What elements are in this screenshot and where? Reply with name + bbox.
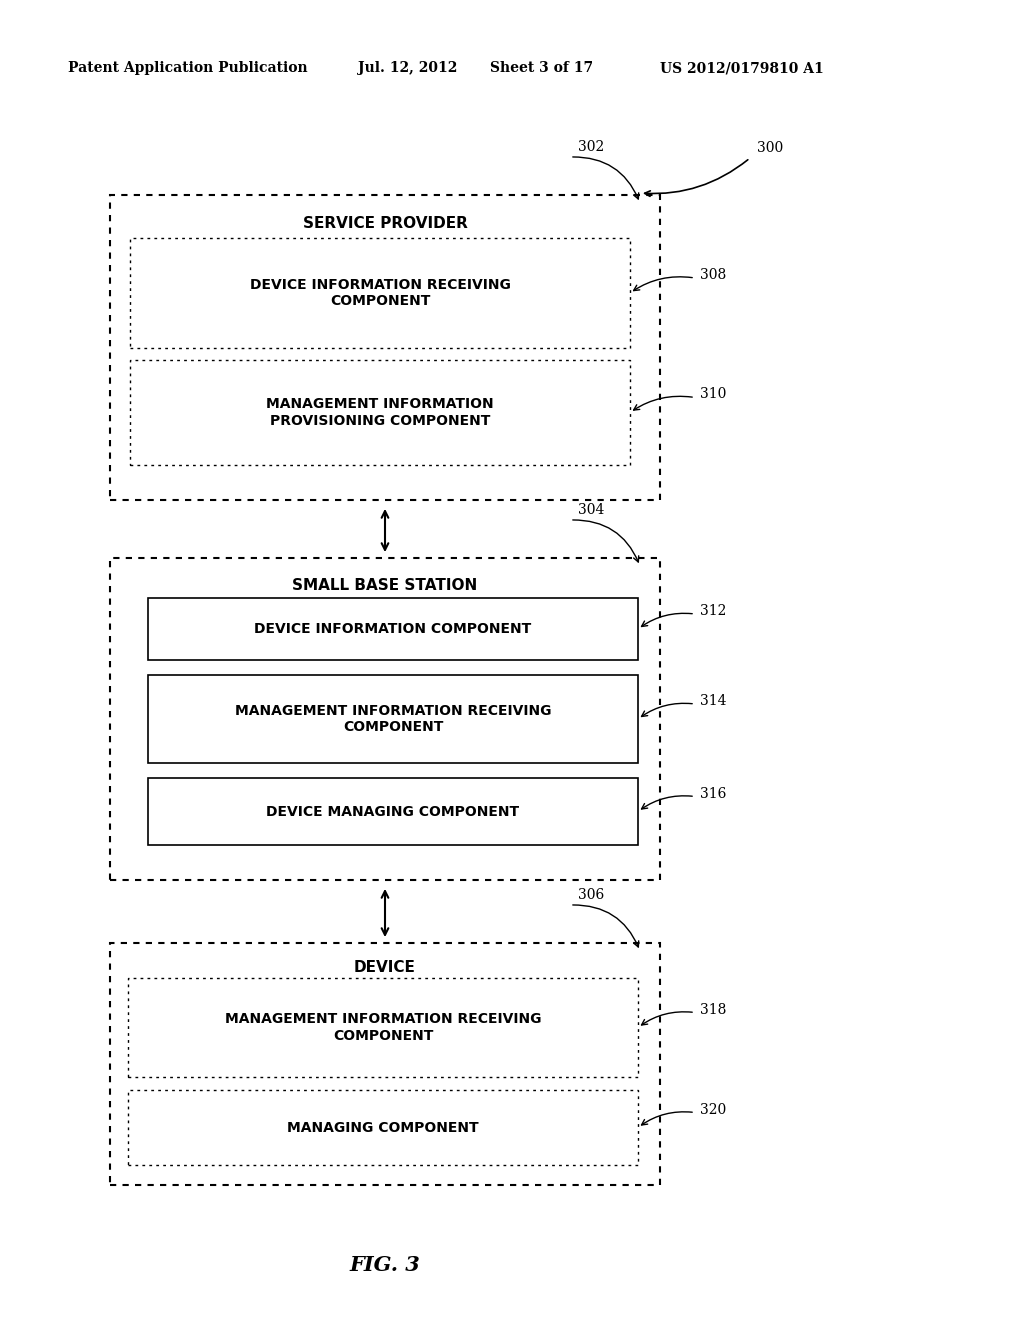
Bar bbox=[110, 558, 660, 880]
Text: DEVICE INFORMATION COMPONENT: DEVICE INFORMATION COMPONENT bbox=[254, 622, 531, 636]
Text: FIG. 3: FIG. 3 bbox=[349, 1255, 421, 1275]
Text: 320: 320 bbox=[700, 1102, 726, 1117]
Text: 314: 314 bbox=[700, 694, 726, 708]
Bar bbox=[148, 777, 638, 845]
Text: 306: 306 bbox=[578, 888, 604, 902]
Text: SMALL BASE STATION: SMALL BASE STATION bbox=[293, 578, 477, 594]
Text: 304: 304 bbox=[578, 503, 604, 517]
Text: 316: 316 bbox=[700, 787, 726, 800]
Text: DEVICE INFORMATION RECEIVING
COMPONENT: DEVICE INFORMATION RECEIVING COMPONENT bbox=[250, 279, 510, 308]
Text: 302: 302 bbox=[578, 140, 604, 154]
Bar bbox=[110, 942, 660, 1185]
Text: US 2012/0179810 A1: US 2012/0179810 A1 bbox=[660, 61, 823, 75]
Text: 318: 318 bbox=[700, 1002, 726, 1016]
Text: 308: 308 bbox=[700, 268, 726, 282]
Bar bbox=[130, 238, 630, 348]
Bar bbox=[128, 1090, 638, 1166]
Bar bbox=[128, 978, 638, 1077]
Text: 310: 310 bbox=[700, 388, 726, 401]
Text: Sheet 3 of 17: Sheet 3 of 17 bbox=[490, 61, 593, 75]
Text: 300: 300 bbox=[757, 141, 783, 154]
Bar bbox=[130, 360, 630, 465]
Text: DEVICE: DEVICE bbox=[354, 960, 416, 974]
Bar bbox=[110, 195, 660, 500]
Text: MANAGEMENT INFORMATION
PROVISIONING COMPONENT: MANAGEMENT INFORMATION PROVISIONING COMP… bbox=[266, 397, 494, 428]
Text: 312: 312 bbox=[700, 605, 726, 618]
Text: MANAGEMENT INFORMATION RECEIVING
COMPONENT: MANAGEMENT INFORMATION RECEIVING COMPONE… bbox=[224, 1012, 542, 1043]
Text: Patent Application Publication: Patent Application Publication bbox=[68, 61, 307, 75]
Text: DEVICE MANAGING COMPONENT: DEVICE MANAGING COMPONENT bbox=[266, 804, 519, 818]
Text: Jul. 12, 2012: Jul. 12, 2012 bbox=[358, 61, 458, 75]
Bar bbox=[148, 675, 638, 763]
Bar bbox=[148, 598, 638, 660]
Text: MANAGEMENT INFORMATION RECEIVING
COMPONENT: MANAGEMENT INFORMATION RECEIVING COMPONE… bbox=[234, 704, 551, 734]
Text: SERVICE PROVIDER: SERVICE PROVIDER bbox=[302, 215, 467, 231]
Text: MANAGING COMPONENT: MANAGING COMPONENT bbox=[287, 1121, 479, 1134]
